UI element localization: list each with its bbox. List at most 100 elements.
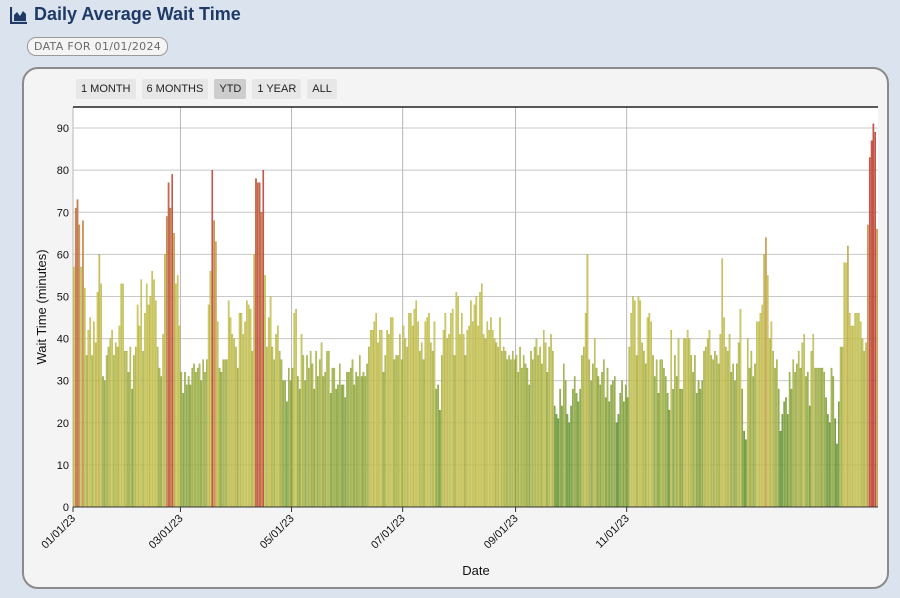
bar (204, 372, 206, 508)
range-ytd-button[interactable]: YTD (214, 79, 247, 99)
bar (703, 351, 705, 508)
bar (790, 388, 793, 508)
bar (746, 338, 749, 508)
bar (659, 359, 662, 508)
bar (220, 372, 223, 508)
bar (318, 359, 321, 508)
bar (89, 317, 92, 508)
bar (271, 346, 274, 508)
bar (801, 342, 804, 508)
bar (267, 317, 270, 508)
bar (240, 313, 243, 508)
range-all-button[interactable]: ALL (307, 79, 337, 99)
bar (838, 401, 840, 508)
bar (752, 376, 754, 508)
bar (734, 380, 736, 508)
bar (867, 224, 869, 508)
x-tick-label: 11/01/23 (594, 513, 632, 551)
bar (859, 321, 862, 508)
x-tick-label: 07/01/23 (369, 513, 408, 552)
bar (657, 393, 660, 508)
bar (337, 384, 339, 508)
bar (116, 346, 119, 508)
bar (426, 317, 428, 508)
bar (266, 346, 268, 508)
bar (847, 245, 849, 508)
bar (324, 372, 326, 508)
bar (517, 372, 520, 508)
range-1-year-button[interactable]: 1 YEAR (252, 79, 302, 99)
bar (273, 359, 275, 508)
bar (138, 325, 141, 508)
bar (706, 338, 709, 508)
bar (777, 388, 780, 508)
bar (573, 376, 576, 508)
bar (331, 367, 334, 508)
bar (533, 346, 536, 508)
bar (865, 342, 867, 508)
range-6-months-button[interactable]: 6 MONTHS (141, 79, 209, 99)
bar (144, 313, 146, 508)
bar (814, 367, 816, 508)
bar (499, 317, 501, 508)
bar (264, 275, 266, 508)
bar (455, 292, 458, 508)
range-1-month-button[interactable]: 1 MONTH (76, 79, 136, 99)
bar (761, 304, 764, 508)
bar (295, 308, 297, 508)
bar (417, 321, 419, 508)
bar (479, 292, 481, 508)
bar (566, 414, 569, 508)
bar (603, 359, 605, 508)
bar (765, 237, 767, 508)
bar (293, 313, 296, 508)
y-tick-label: 70 (57, 207, 69, 219)
bar (136, 304, 139, 508)
bar (470, 300, 472, 508)
bar (104, 380, 106, 508)
bar (156, 346, 159, 508)
data-date-badge: DATA FOR 01/01/2024 (27, 37, 169, 56)
bar (530, 351, 532, 508)
bar (876, 228, 878, 508)
bar (561, 405, 563, 508)
bar (541, 363, 543, 508)
bar (335, 388, 337, 508)
bar (588, 359, 591, 508)
bar (213, 220, 215, 508)
bar (96, 292, 99, 508)
bar (868, 157, 871, 508)
bar (674, 355, 676, 508)
bar (408, 313, 410, 508)
bar (184, 372, 186, 508)
bar (280, 359, 283, 508)
bar (222, 359, 224, 508)
bar (542, 329, 545, 508)
bar (743, 431, 745, 508)
bar (302, 355, 305, 508)
bar (227, 300, 230, 508)
bar (193, 363, 195, 508)
bar (788, 372, 791, 508)
bar (291, 367, 294, 508)
bar (548, 346, 550, 508)
bar (258, 182, 261, 508)
bar (686, 329, 689, 508)
bar (807, 372, 809, 508)
bar (754, 363, 756, 508)
bar (655, 359, 658, 508)
bar (553, 405, 556, 508)
bar (828, 422, 831, 508)
y-tick-label: 60 (57, 249, 69, 261)
bar (850, 325, 853, 508)
bar (730, 372, 733, 508)
bar (389, 317, 392, 508)
bar (344, 397, 347, 508)
bar (413, 308, 416, 508)
bar (715, 355, 718, 508)
bar (688, 338, 691, 508)
bar (586, 254, 589, 508)
bar (462, 334, 465, 508)
bar (328, 351, 330, 508)
x-axis-ticks: 01/01/23 03/01/23 05/01/23 07/01/23 09/01/23… (39, 507, 632, 552)
